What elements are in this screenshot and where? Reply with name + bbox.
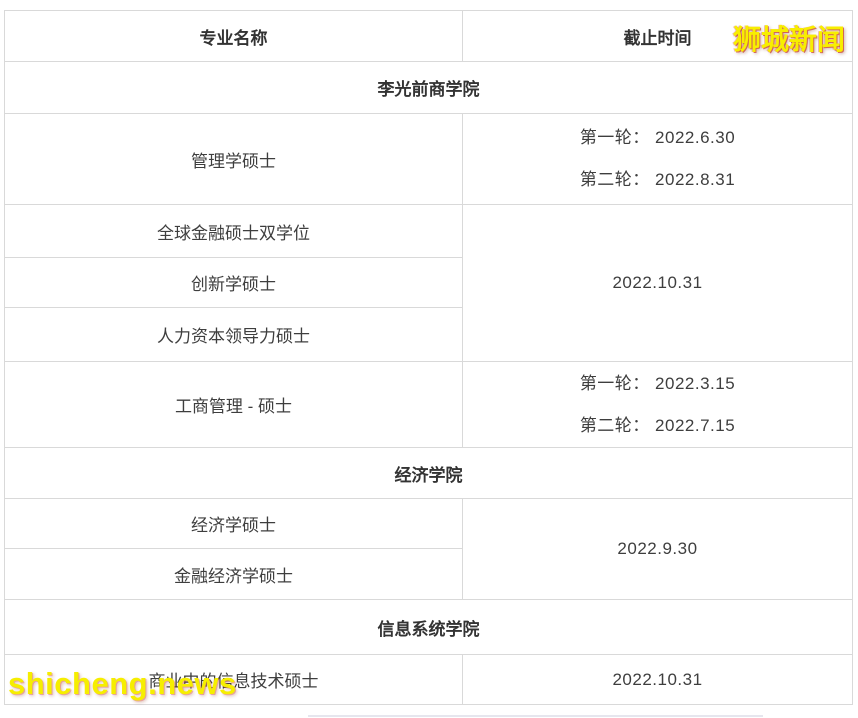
program-cell: 人力资本领导力硕士 [4, 307, 463, 362]
section-header-row: 信息系统学院 [4, 599, 853, 655]
program-cell: 全球金融硕士双学位 [4, 204, 463, 258]
section-title: 经济学院 [4, 447, 853, 499]
deadline-cell-merged: 2022.9.30 [462, 498, 853, 600]
column-header-deadline: 截止时间 [462, 10, 853, 62]
deadline-round-1: 第一轮： 2022.3.15 [579, 373, 736, 393]
program-cell: 金融经济学硕士 [4, 548, 463, 600]
deadline-round-2: 第二轮： 2022.7.15 [579, 415, 736, 435]
section-header-row: 李光前商学院 [4, 61, 853, 114]
column-header-program-name: 专业名称 [4, 10, 463, 62]
table-row: 商业中的信息技术硕士 2022.10.31 [4, 654, 853, 705]
deadline-cell: 2022.10.31 [462, 654, 853, 705]
program-cell: 经济学硕士 [4, 498, 463, 549]
table-row: 管理学硕士 第一轮： 2022.6.30 第二轮： 2022.8.31 [4, 113, 853, 205]
table-row: 经济学硕士 2022.9.30 [4, 498, 853, 600]
section-title: 信息系统学院 [4, 599, 853, 655]
deadline-cell-merged: 2022.10.31 [462, 204, 853, 362]
section-header-row: 经济学院 [4, 447, 853, 499]
table-row: 金融经济学硕士 [4, 548, 853, 600]
program-cell: 管理学硕士 [4, 113, 463, 205]
table-row: 创新学硕士 [4, 257, 853, 308]
program-cell: 工商管理 - 硕士 [4, 361, 463, 448]
table-row: 工商管理 - 硕士 第一轮： 2022.3.15 第二轮： 2022.7.15 [4, 361, 853, 448]
section-title: 李光前商学院 [4, 61, 853, 114]
deadline-round-1: 第一轮： 2022.6.30 [579, 128, 736, 147]
deadline-round-2: 第二轮： 2022.8.31 [579, 170, 736, 189]
table-row: 全球金融硕士双学位 2022.10.31 [4, 204, 853, 362]
site-watermark-logo: 狮城新闻 [732, 24, 845, 55]
program-cell: 商业中的信息技术硕士 [4, 654, 463, 705]
table-header-row: 专业名称 截止时间 [4, 10, 853, 62]
page-bottom-edge-divider [308, 715, 763, 717]
site-watermark-url: shicheng.news [8, 666, 237, 701]
program-deadline-table: 专业名称 截止时间 李光前商学院 管理学硕士 第一轮： 2022.6.30 第二… [4, 10, 853, 705]
deadline-cell: 第一轮： 2022.6.30 第二轮： 2022.8.31 [462, 113, 853, 205]
program-cell: 创新学硕士 [4, 257, 463, 308]
deadline-cell: 第一轮： 2022.3.15 第二轮： 2022.7.15 [462, 361, 853, 448]
